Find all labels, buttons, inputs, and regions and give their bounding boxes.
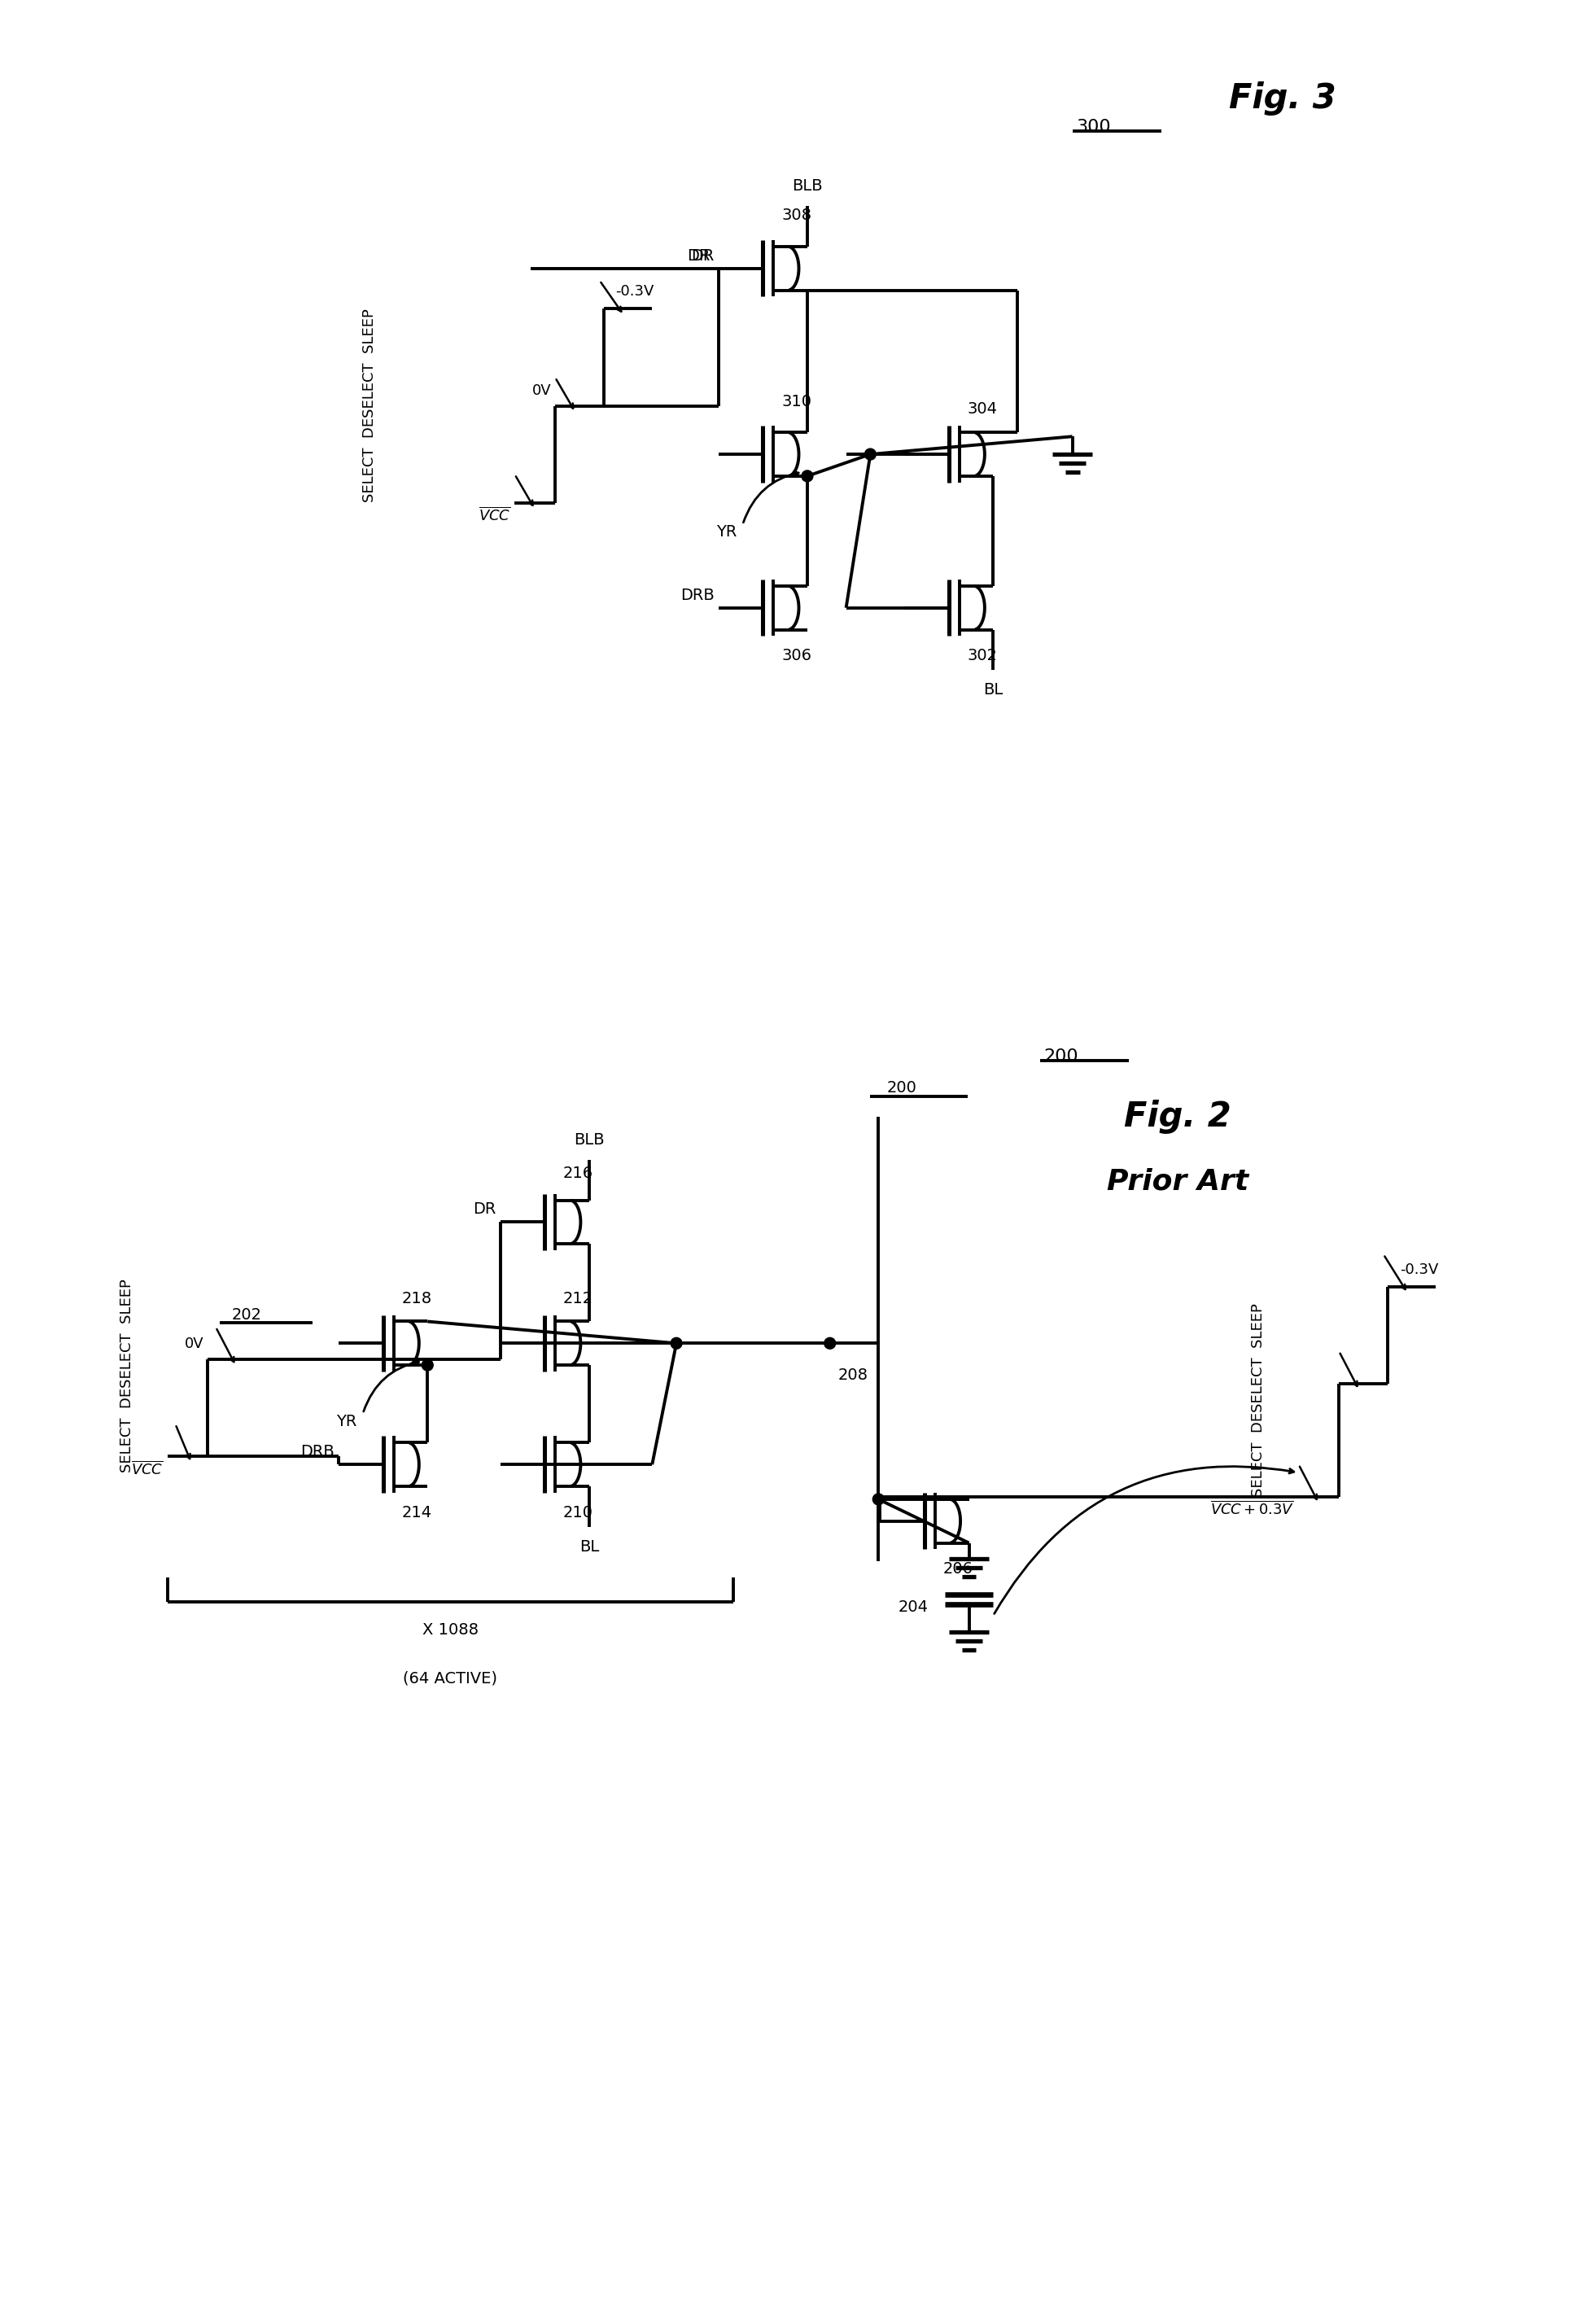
- Text: -0.3V: -0.3V: [616, 285, 654, 299]
- Text: 300: 300: [1076, 119, 1111, 136]
- Text: 200: 200: [886, 1080, 916, 1096]
- Text: DR: DR: [472, 1201, 496, 1217]
- Text: 0V: 0V: [185, 1337, 204, 1351]
- Text: 208: 208: [838, 1367, 868, 1383]
- Text: BL: BL: [983, 682, 1002, 698]
- Text: 200: 200: [1044, 1047, 1079, 1064]
- Text: 306: 306: [782, 648, 811, 664]
- Text: 210: 210: [563, 1505, 594, 1521]
- Text: 206: 206: [943, 1562, 974, 1576]
- Text: 218: 218: [402, 1291, 433, 1307]
- Circle shape: [421, 1360, 433, 1371]
- Text: SELECT  DESELECT  SLEEP: SELECT DESELECT SLEEP: [120, 1279, 134, 1472]
- Text: DRB: DRB: [300, 1445, 335, 1459]
- Text: BLB: BLB: [575, 1132, 605, 1148]
- Text: 212: 212: [563, 1291, 594, 1307]
- Circle shape: [670, 1337, 681, 1348]
- Text: 310: 310: [782, 393, 811, 409]
- Text: 304: 304: [967, 402, 998, 418]
- Circle shape: [865, 448, 876, 459]
- Text: $\overline{VCC + 0.3V}$: $\overline{VCC + 0.3V}$: [1211, 1500, 1294, 1518]
- Text: BLB: BLB: [792, 179, 822, 193]
- Text: Fig. 3: Fig. 3: [1229, 83, 1336, 115]
- Text: DR: DR: [688, 248, 710, 264]
- Text: YR: YR: [337, 1413, 358, 1429]
- Text: DRB: DRB: [680, 588, 715, 604]
- Text: 0V: 0V: [531, 384, 551, 397]
- Text: 202: 202: [231, 1307, 262, 1323]
- Text: Prior Art: Prior Art: [1106, 1167, 1248, 1194]
- Text: 204: 204: [899, 1599, 929, 1615]
- Text: 214: 214: [402, 1505, 433, 1521]
- Text: X 1088: X 1088: [421, 1622, 479, 1638]
- Text: Fig. 2: Fig. 2: [1124, 1100, 1231, 1135]
- Text: 302: 302: [967, 648, 998, 664]
- Text: SELECT  DESELECT  SLEEP: SELECT DESELECT SLEEP: [362, 310, 377, 503]
- Text: DR: DR: [691, 248, 715, 264]
- Text: -0.3V: -0.3V: [1400, 1263, 1438, 1277]
- Text: 308: 308: [782, 207, 811, 223]
- Text: BL: BL: [579, 1539, 598, 1555]
- Text: YR: YR: [717, 524, 737, 540]
- Text: (64 ACTIVE): (64 ACTIVE): [402, 1670, 498, 1686]
- Text: 216: 216: [563, 1165, 594, 1181]
- Text: $\overline{VCC}$: $\overline{VCC}$: [131, 1461, 163, 1477]
- Circle shape: [824, 1337, 836, 1348]
- Text: SELECT  DESELECT  SLEEP: SELECT DESELECT SLEEP: [1251, 1302, 1266, 1498]
- Circle shape: [801, 471, 812, 482]
- Text: $\overline{VCC}$: $\overline{VCC}$: [479, 508, 511, 524]
- Circle shape: [873, 1493, 884, 1505]
